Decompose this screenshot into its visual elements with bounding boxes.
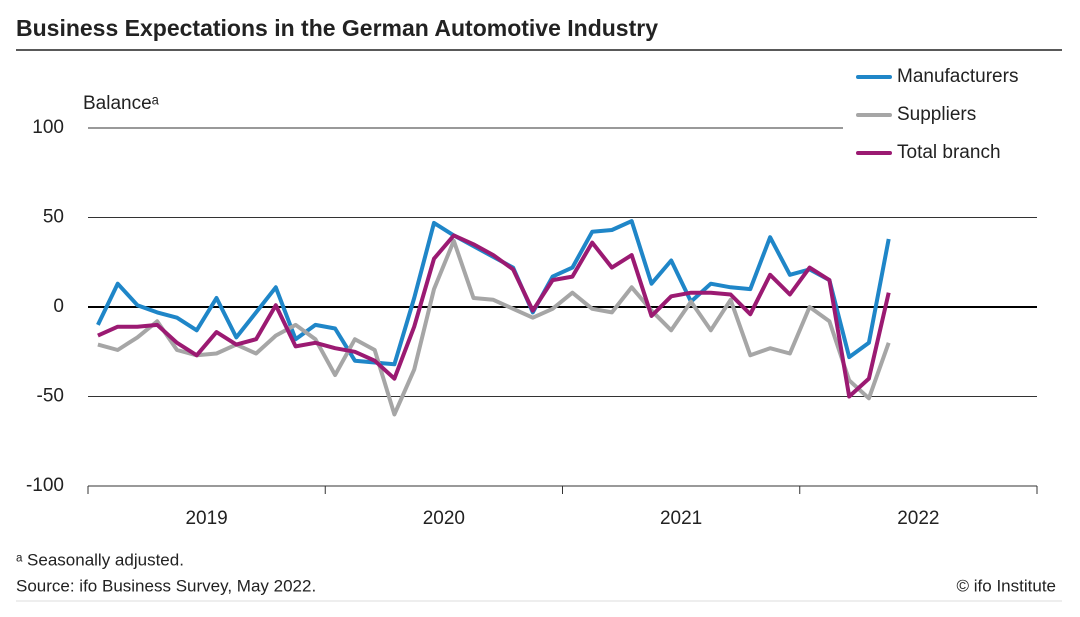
y-tick-label: -50 [37, 386, 64, 407]
y-tick-label: 0 [53, 296, 64, 317]
y-tick-label: -100 [26, 475, 64, 496]
legend-label: Suppliers [897, 104, 976, 125]
x-tick-label: 2022 [897, 508, 939, 529]
chart-title: Business Expectations in the German Auto… [16, 15, 658, 41]
x-tick-label: 2020 [423, 508, 465, 529]
y-axis-label: Balanceᵃ [83, 93, 160, 114]
series-line [96, 219, 891, 367]
x-tick-label: 2019 [185, 508, 227, 529]
copyright: © ifo Institute [957, 576, 1056, 595]
x-tick-label: 2021 [660, 508, 702, 529]
legend-label: Total branch [897, 142, 1001, 163]
y-tick-label: 100 [32, 117, 64, 138]
series-line [97, 238, 891, 417]
series-line [97, 233, 891, 399]
source: Source: ifo Business Survey, May 2022. [16, 576, 316, 595]
footnote: ᵃ Seasonally adjusted. [16, 550, 184, 569]
legend-label: Manufacturers [897, 66, 1018, 87]
y-tick-label: 50 [43, 207, 64, 228]
